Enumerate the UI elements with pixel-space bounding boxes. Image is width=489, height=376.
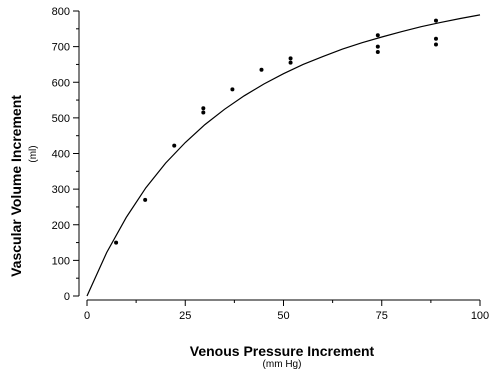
y-tick-label: 200 bbox=[52, 220, 70, 232]
data-point bbox=[288, 60, 293, 65]
data-point bbox=[201, 106, 206, 111]
y-ticks: 0 100 200 300 400 500 600 700 800 bbox=[52, 6, 79, 303]
data-point bbox=[375, 33, 380, 38]
x-ticks: 0 25 50 75 100 bbox=[84, 300, 489, 322]
data-points-layer bbox=[114, 18, 438, 245]
y-tick-label: 300 bbox=[52, 184, 70, 196]
y-tick-label: 500 bbox=[52, 113, 70, 125]
y-tick-label: 0 bbox=[64, 291, 70, 303]
y-tick-label: 100 bbox=[52, 255, 70, 267]
data-point bbox=[114, 240, 119, 245]
x-tick-label: 50 bbox=[277, 310, 289, 322]
y-axis-title: Vascular Volume Increment bbox=[8, 95, 24, 277]
fitted-curve-layer bbox=[86, 14, 481, 297]
x-tick-label: 0 bbox=[84, 310, 90, 322]
y-tick-label: 400 bbox=[52, 149, 70, 161]
x-tick-label: 100 bbox=[471, 310, 489, 322]
y-tick-label: 600 bbox=[52, 77, 70, 89]
data-point bbox=[433, 42, 438, 47]
data-point bbox=[375, 44, 380, 49]
data-point bbox=[172, 143, 177, 148]
y-tick-label: 700 bbox=[52, 42, 70, 54]
data-point bbox=[433, 36, 438, 41]
data-point bbox=[288, 56, 293, 61]
y-tick-label: 800 bbox=[52, 6, 70, 18]
data-point bbox=[259, 67, 264, 72]
y-axis-unit: (ml) bbox=[28, 145, 39, 162]
data-point bbox=[201, 110, 206, 115]
x-tick-label: 75 bbox=[376, 310, 388, 322]
data-point bbox=[433, 18, 438, 23]
data-point bbox=[375, 49, 380, 54]
fitted-curve-line bbox=[86, 14, 481, 297]
x-axis-unit: (mm Hg) bbox=[263, 359, 302, 370]
data-point bbox=[143, 197, 148, 202]
data-point bbox=[230, 87, 235, 92]
x-tick-label: 25 bbox=[179, 310, 191, 322]
axes bbox=[78, 11, 480, 301]
x-axis-title: Venous Pressure Increment bbox=[190, 343, 375, 359]
